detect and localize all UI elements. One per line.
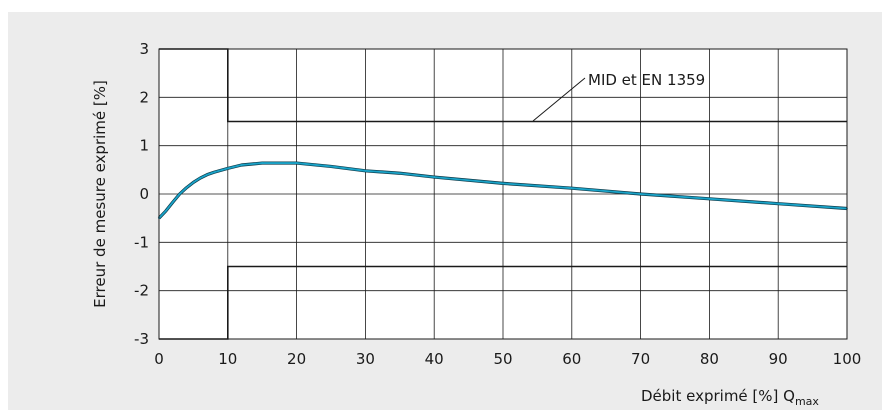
y-tick-label: -1 bbox=[134, 233, 149, 251]
error-curve-point bbox=[330, 165, 332, 168]
y-tick-label: -2 bbox=[134, 282, 149, 300]
x-tick-label: 60 bbox=[562, 350, 581, 368]
y-tick-label: 1 bbox=[139, 137, 149, 155]
x-tick-label: 0 bbox=[154, 350, 164, 368]
x-tick-labels: 0 10 20 30 40 50 60 70 80 90 100 bbox=[154, 350, 861, 368]
annotation-leader bbox=[532, 77, 586, 122]
error-curve-point bbox=[502, 182, 504, 185]
y-tick-labels: 3 2 1 0 -1 -2 -3 bbox=[134, 40, 149, 348]
y-tick-label: 3 bbox=[139, 40, 149, 58]
error-curve-point bbox=[261, 162, 264, 164]
x-tick-label: 70 bbox=[631, 350, 650, 368]
x-tick-label: 20 bbox=[287, 350, 306, 368]
error-curve-point bbox=[777, 202, 780, 205]
error-curve-point bbox=[178, 193, 181, 195]
error-curve-point bbox=[199, 177, 202, 179]
error-curve-point bbox=[708, 197, 711, 200]
x-axis-label-main: Débit exprimé [%] Q bbox=[641, 387, 795, 405]
x-tick-label: 80 bbox=[700, 350, 719, 368]
error-curve-point bbox=[398, 172, 401, 175]
annotation-label: MID et EN 1359 bbox=[588, 71, 705, 89]
error-curve-point bbox=[185, 186, 188, 189]
x-tick-label: 100 bbox=[833, 350, 862, 368]
x-tick-label: 50 bbox=[493, 350, 512, 368]
error-curve-point bbox=[570, 187, 573, 190]
x-tick-label: 90 bbox=[769, 350, 788, 368]
y-tick-label: 0 bbox=[139, 185, 149, 203]
error-curve-point bbox=[192, 181, 195, 184]
x-tick-label: 10 bbox=[218, 350, 237, 368]
x-axis-label-subscript: max bbox=[795, 395, 819, 408]
error-curve-point bbox=[364, 169, 367, 172]
error-curve-point bbox=[206, 173, 209, 176]
error-curve-point bbox=[226, 167, 229, 170]
error-curve-point bbox=[295, 162, 298, 164]
error-curve-point bbox=[240, 164, 243, 166]
series-group bbox=[157, 161, 848, 220]
error-curve-point bbox=[213, 171, 215, 174]
error-curve-point bbox=[639, 193, 642, 195]
y-tick-label: 2 bbox=[139, 88, 149, 106]
x-tick-label: 40 bbox=[425, 350, 444, 368]
plot-border bbox=[158, 48, 848, 340]
error-curve-point bbox=[171, 201, 174, 204]
x-axis-label: Débit exprimé [%] Qmax bbox=[641, 387, 819, 408]
x-tick-label: 30 bbox=[356, 350, 375, 368]
error-curve-point bbox=[433, 176, 436, 178]
y-tick-label: -3 bbox=[134, 330, 149, 348]
y-axis-label: Erreur de mesure exprimé [%] bbox=[91, 80, 109, 308]
error-curve-point bbox=[164, 210, 167, 212]
